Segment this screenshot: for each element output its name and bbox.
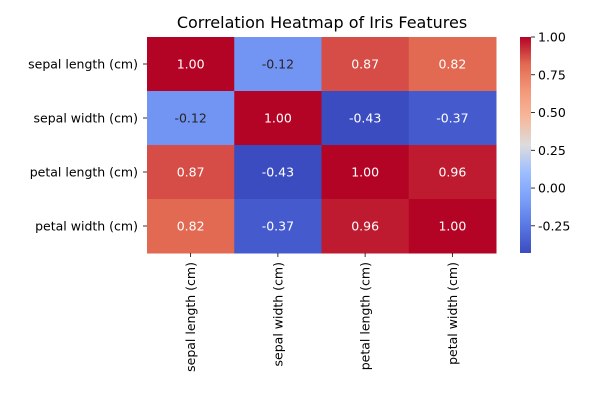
heatmap-cells: 1.00 -0.12 0.87 0.82 -0.12 1.00 -0.43 -0.37 0.87… <box>147 37 497 254</box>
heatmap-cell <box>234 91 322 146</box>
cell-value-label: -0.37 <box>262 219 294 234</box>
heatmap-cell <box>147 91 235 146</box>
cell-value-label: 1.00 <box>351 165 379 180</box>
row-tick-label: petal width (cm) <box>35 219 138 234</box>
cell-value-label: 0.96 <box>351 219 379 234</box>
heatmap-cell <box>147 199 235 254</box>
row-tick-label: petal length (cm) <box>30 165 138 180</box>
heatmap-cell <box>234 199 322 254</box>
column-tick-label: sepal width (cm) <box>270 262 285 366</box>
heatmap-cell <box>234 145 322 200</box>
heatmap-cell <box>321 145 410 200</box>
cell-value-label: -0.37 <box>436 111 468 126</box>
cell-value-label: 0.87 <box>177 165 205 180</box>
heatmap-cell <box>321 37 410 92</box>
colorbar-tick-label: 0.75 <box>538 67 566 82</box>
cell-value-label: -0.43 <box>349 111 381 126</box>
column-tick-label: petal length (cm) <box>358 262 373 370</box>
colorbar-tick-label: 0.25 <box>538 143 566 158</box>
heatmap-cell <box>147 37 235 92</box>
colorbar: 1.00 0.75 0.50 0.25 0.00 -0.25 <box>520 30 570 253</box>
cell-value-label: 1.00 <box>264 111 292 126</box>
heatmap-cell <box>408 37 497 92</box>
cell-value-label: 1.00 <box>177 57 205 72</box>
heatmap-cell <box>234 37 322 92</box>
cell-value-label: 0.96 <box>438 165 466 180</box>
colorbar-gradient <box>520 37 531 253</box>
heatmap-cell <box>408 91 497 146</box>
column-labels: sepal length (cm) sepal width (cm) petal l… <box>183 253 460 372</box>
column-tick-label: petal width (cm) <box>445 262 460 365</box>
heatmap-cell <box>408 199 497 254</box>
heatmap-cell <box>408 145 497 200</box>
heatmap-cell <box>147 145 235 200</box>
cell-value-label: 1.00 <box>438 219 466 234</box>
cell-value-label: 0.82 <box>177 219 205 234</box>
cell-value-label: -0.12 <box>174 111 206 126</box>
row-labels: sepal length (cm) sepal width (cm) petal l… <box>28 57 147 234</box>
cell-value-label: -0.43 <box>262 165 294 180</box>
heatmap-cell <box>321 91 410 146</box>
colorbar-tick-label: 1.00 <box>538 30 566 45</box>
row-tick-label: sepal length (cm) <box>28 57 138 72</box>
cell-value-label: 0.82 <box>438 57 466 72</box>
colorbar-tick-label: 0.00 <box>538 181 566 196</box>
column-tick-label: sepal length (cm) <box>183 262 198 372</box>
cell-value-label: 0.87 <box>351 57 379 72</box>
chart-title: Correlation Heatmap of Iris Features <box>177 13 467 32</box>
row-tick-label: sepal width (cm) <box>34 111 138 126</box>
cell-value-label: -0.12 <box>262 57 294 72</box>
colorbar-tick-label: -0.25 <box>538 218 570 233</box>
heatmap-cell <box>321 199 410 254</box>
colorbar-tick-label: 0.50 <box>538 105 566 120</box>
